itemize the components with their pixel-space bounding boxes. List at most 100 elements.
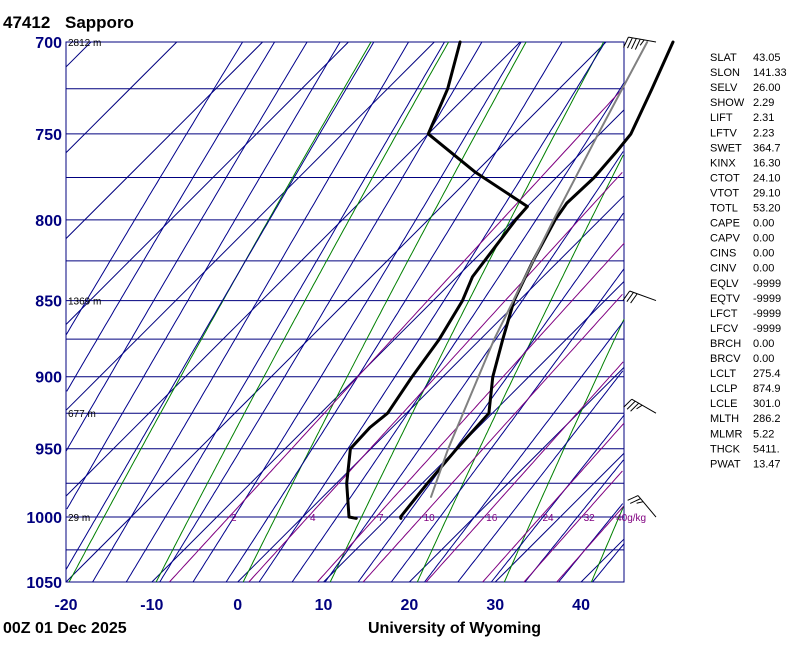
wind-barb-feather xyxy=(622,290,631,301)
wind-barb-feather xyxy=(627,37,633,49)
index-value: 0.00 xyxy=(753,248,774,260)
moist-adiabat xyxy=(357,212,624,583)
pressure-tick-label: 1000 xyxy=(26,510,62,527)
temperature-tick-label: 30 xyxy=(486,597,504,614)
index-name: LFCT xyxy=(710,308,738,320)
parcel-line xyxy=(430,41,649,498)
dry-adiabat xyxy=(329,41,605,583)
index-name: BRCH xyxy=(710,338,741,350)
index-value: 53.20 xyxy=(753,203,781,215)
grid-layer xyxy=(65,41,625,583)
index-value: 286.2 xyxy=(753,413,781,425)
wind-barb-feather xyxy=(626,292,634,302)
pressure-tick-label: 850 xyxy=(35,294,62,311)
temperature-tick-label: -10 xyxy=(140,597,163,614)
wind-barb xyxy=(627,495,657,518)
pressure-tick-label: 700 xyxy=(35,35,62,52)
pressure-tick-label: 1050 xyxy=(26,575,62,592)
wind-barb-feather xyxy=(623,398,633,408)
temperature-tick-label: 10 xyxy=(315,597,333,614)
temperature-tick-label: 20 xyxy=(400,597,418,614)
index-name: SLAT xyxy=(710,52,737,64)
moist-adiabat xyxy=(291,82,625,583)
wind-barb-shaft xyxy=(629,290,657,302)
index-name: LCLE xyxy=(710,398,738,410)
mixing-ratio-line xyxy=(556,505,624,583)
wind-barb xyxy=(622,290,657,304)
index-name: LFCV xyxy=(710,323,739,335)
isotherm-line xyxy=(65,41,92,68)
index-value: 24.10 xyxy=(753,172,781,184)
pressure-tick-label: 950 xyxy=(35,442,62,459)
wind-barb-feather xyxy=(639,39,645,46)
moist-adiabat xyxy=(66,41,341,510)
index-value: 0.00 xyxy=(753,353,774,365)
index-name: CINS xyxy=(710,248,736,260)
moist-adiabat xyxy=(258,41,606,583)
index-name: LFTV xyxy=(710,127,738,139)
dry-adiabat xyxy=(503,318,625,583)
isotherm-line xyxy=(409,367,625,583)
isotherm-line xyxy=(494,452,625,583)
index-value: 5411. xyxy=(753,443,780,455)
wind-barbs xyxy=(622,36,657,518)
index-name: LIFT xyxy=(710,112,733,124)
index-value: 2.31 xyxy=(753,112,774,124)
index-value: 0.00 xyxy=(753,338,774,350)
wind-barb-feather xyxy=(636,404,643,410)
temperature-tick-label: -20 xyxy=(54,597,77,614)
wind-barb-shaft xyxy=(631,398,657,414)
index-value: 0.00 xyxy=(753,263,774,275)
index-name: TOTL xyxy=(710,203,738,215)
index-value: 874.9 xyxy=(753,383,781,395)
mixing-ratio-label: 7 xyxy=(378,513,384,524)
mixing-ratio-line xyxy=(316,242,625,583)
mixing-ratio-line xyxy=(523,470,623,583)
index-value: 16.30 xyxy=(753,157,781,169)
index-name: LCLT xyxy=(710,368,736,380)
index-name: CINV xyxy=(710,263,737,275)
moist-adiabat xyxy=(390,268,625,583)
moist-adiabat xyxy=(65,41,308,452)
source-credit: University of Wyoming xyxy=(368,620,541,637)
index-value: 26.00 xyxy=(753,82,781,94)
index-name: PWAT xyxy=(710,458,741,470)
index-value: 364.7 xyxy=(753,142,781,154)
index-name: MLTH xyxy=(710,413,739,425)
wind-barb-shaft xyxy=(637,495,657,518)
index-value: 2.23 xyxy=(753,127,774,139)
temperature-tick-label: 40 xyxy=(572,597,590,614)
mixing-ratio-label: 16 xyxy=(486,513,498,524)
temperature-tick-label: 0 xyxy=(233,597,242,614)
index-name: SHOW xyxy=(710,97,745,109)
moist-adiabat xyxy=(92,41,410,583)
pressure-tick-label: 800 xyxy=(35,213,62,230)
index-name: CAPE xyxy=(710,218,740,230)
isotherm-line xyxy=(65,41,521,497)
mixing-ratio-line xyxy=(169,86,625,583)
index-value: 2.29 xyxy=(753,97,774,109)
index-value: 29.10 xyxy=(753,187,781,199)
wind-barb-feather xyxy=(630,38,637,50)
moist-adiabat xyxy=(225,41,563,583)
moist-adiabat xyxy=(65,41,375,570)
moist-adiabat xyxy=(66,41,276,392)
wind-barb-feather xyxy=(636,501,644,504)
pressure-tick-label: 900 xyxy=(35,370,62,387)
wind-barb-feather xyxy=(626,400,636,410)
index-value: 5.22 xyxy=(753,428,774,440)
index-value: 301.0 xyxy=(753,398,781,410)
moist-adiabat xyxy=(125,41,445,583)
index-name: SELV xyxy=(710,82,738,94)
height-label: 677 m xyxy=(68,409,96,420)
dewpoint-line xyxy=(345,40,529,520)
index-value: 0.00 xyxy=(753,218,774,230)
wind-barb-feather xyxy=(623,36,629,48)
profiles-layer xyxy=(345,40,675,520)
isotherm-line xyxy=(580,538,625,583)
moist-adiabat xyxy=(159,41,483,583)
axis-labels: 2 4 7 10 16 24 32 40g/kg70075080085090095010001… xyxy=(26,35,646,614)
mixing-ratio-label: 4 xyxy=(310,513,316,524)
